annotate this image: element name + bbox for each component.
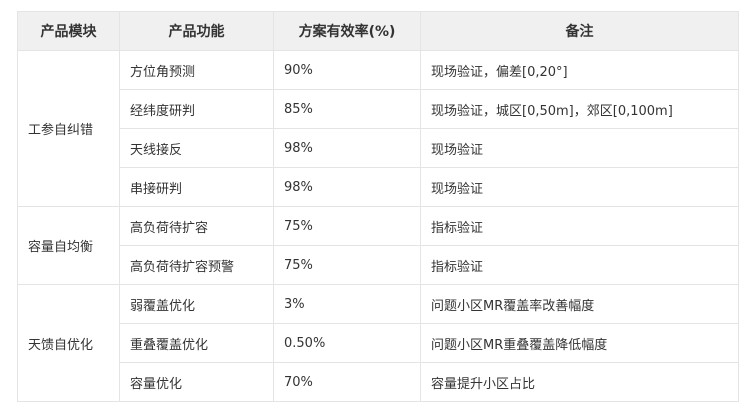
note-cell: 指标验证	[420, 245, 739, 285]
effectiveness-table: 产品模块 产品功能 方案有效率(%) 备注 工参自纠错 方位角预测 90% 现场验证，…	[17, 11, 739, 402]
module-cell: 工参自纠错	[17, 50, 120, 207]
note-cell: 问题小区MR重叠覆盖降低幅度	[420, 323, 739, 363]
header-module: 产品模块	[17, 11, 120, 51]
table-row: 重叠覆盖优化 0.50% 问题小区MR重叠覆盖降低幅度	[18, 323, 739, 363]
table-row: 高负荷待扩容预警 75% 指标验证	[18, 245, 739, 285]
table-row: 天线接反 98% 现场验证	[18, 128, 739, 168]
rate-cell: 98%	[273, 128, 421, 168]
module-cell: 天馈自优化	[17, 284, 120, 402]
rate-cell: 75%	[273, 206, 421, 246]
table-row: 串接研判 98% 现场验证	[18, 167, 739, 207]
feature-cell: 天线接反	[119, 128, 274, 168]
feature-cell: 串接研判	[119, 167, 274, 207]
rate-cell: 0.50%	[273, 323, 421, 363]
feature-cell: 重叠覆盖优化	[119, 323, 274, 363]
rate-cell: 70%	[273, 362, 421, 402]
note-cell: 现场验证	[420, 128, 739, 168]
feature-cell: 方位角预测	[119, 50, 274, 90]
table-row: 天馈自优化 弱覆盖优化 3% 问题小区MR覆盖率改善幅度	[17, 284, 739, 402]
table-row: 经纬度研判 85% 现场验证，城区[0,50m]，郊区[0,100m]	[18, 89, 739, 129]
header-row: 产品模块 产品功能 方案有效率(%) 备注	[17, 11, 739, 51]
module-cell: 容量自均衡	[17, 206, 120, 285]
feature-cell: 弱覆盖优化	[119, 284, 274, 324]
rate-cell: 98%	[273, 167, 421, 207]
note-cell: 指标验证	[420, 206, 739, 246]
rate-cell: 90%	[273, 50, 421, 90]
rate-cell: 3%	[273, 284, 421, 324]
table-row: 容量自均衡 高负荷待扩容 75% 指标验证	[17, 206, 739, 285]
header-note: 备注	[420, 11, 739, 51]
note-cell: 现场验证	[420, 167, 739, 207]
header-feature: 产品功能	[119, 11, 274, 51]
rate-cell: 75%	[273, 245, 421, 285]
note-cell: 容量提升小区占比	[420, 362, 739, 402]
feature-cell: 容量优化	[119, 362, 274, 402]
note-cell: 问题小区MR覆盖率改善幅度	[420, 284, 739, 324]
table-row: 容量优化 70% 容量提升小区占比	[18, 362, 739, 402]
note-cell: 现场验证，偏差[0,20°]	[420, 50, 739, 90]
feature-cell: 经纬度研判	[119, 89, 274, 129]
header-rate: 方案有效率(%)	[273, 11, 421, 51]
feature-cell: 高负荷待扩容预警	[119, 245, 274, 285]
feature-cell: 高负荷待扩容	[119, 206, 274, 246]
rate-cell: 85%	[273, 89, 421, 129]
note-cell: 现场验证，城区[0,50m]，郊区[0,100m]	[420, 89, 739, 129]
table-row: 工参自纠错 方位角预测 90% 现场验证，偏差[0,20°]	[17, 50, 739, 207]
